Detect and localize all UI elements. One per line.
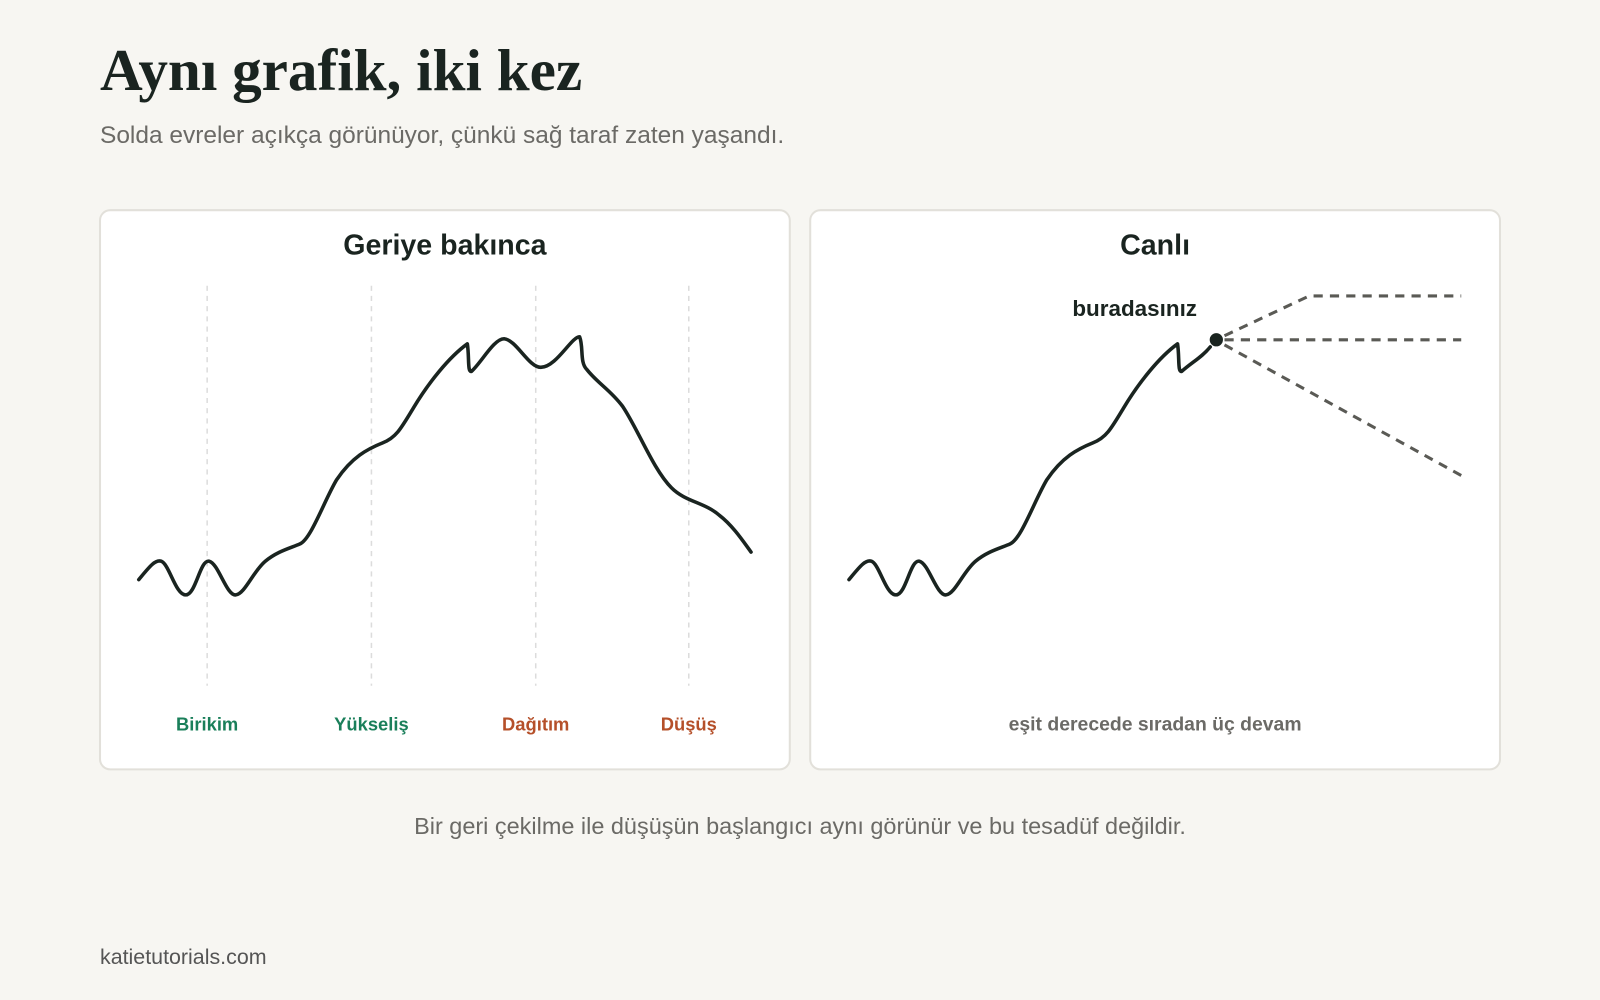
footer-note: Bir geri çekilme ile düşüşün başlangıcı … bbox=[414, 813, 1186, 839]
panel-live bbox=[809, 209, 1502, 771]
phase-label: Düşüş bbox=[661, 713, 717, 734]
panel-title: Canlı bbox=[1120, 229, 1190, 261]
annotation: buradasınız bbox=[1072, 296, 1197, 321]
source: katietutorials.com bbox=[100, 945, 267, 969]
continuation-down bbox=[1223, 343, 1462, 477]
current-point bbox=[1209, 333, 1223, 347]
page-subtitle: Solda evreler açıkça görünüyor, çünkü sa… bbox=[100, 122, 784, 149]
phase-label: Dağıtım bbox=[502, 713, 569, 734]
panel-title: Geriye bakınca bbox=[343, 229, 547, 261]
panel-caption: eşit derecede sıradan üç devam bbox=[1009, 714, 1302, 736]
phase-label: Yükseliş bbox=[334, 713, 409, 734]
price-curve-live bbox=[847, 342, 1212, 597]
page-title: Aynı grafik, iki kez bbox=[100, 37, 582, 103]
phase-label: Birikim bbox=[176, 713, 238, 734]
possible-continuations bbox=[1223, 294, 1462, 477]
panel-hindsight bbox=[98, 209, 791, 771]
price-curve bbox=[136, 334, 753, 597]
